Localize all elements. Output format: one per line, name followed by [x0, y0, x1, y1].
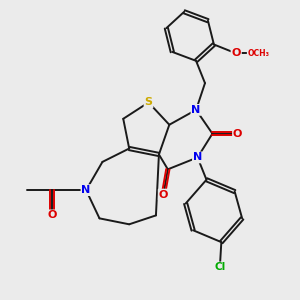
Text: N: N [82, 185, 91, 195]
Text: N: N [191, 105, 201, 115]
Text: O: O [232, 48, 241, 59]
Text: OCH₃: OCH₃ [248, 49, 269, 58]
Text: N: N [193, 152, 202, 162]
Text: Cl: Cl [214, 262, 226, 272]
Text: O: O [159, 190, 168, 200]
Text: O: O [233, 129, 242, 139]
Text: O: O [47, 210, 57, 220]
Text: S: S [145, 98, 152, 107]
